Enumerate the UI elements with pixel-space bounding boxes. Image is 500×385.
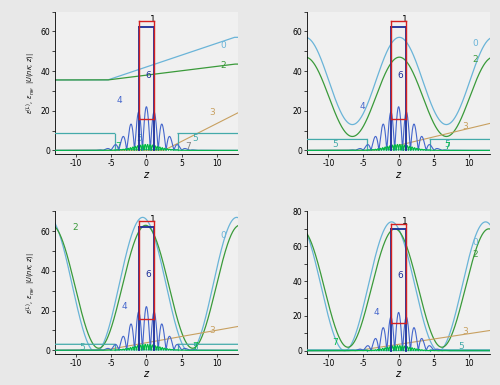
Text: 3: 3 xyxy=(462,122,468,131)
X-axis label: $z$: $z$ xyxy=(142,169,150,179)
Text: 7: 7 xyxy=(332,338,338,346)
Text: 1: 1 xyxy=(402,15,408,24)
Text: 1: 1 xyxy=(150,215,156,224)
Text: 5: 5 xyxy=(192,343,198,352)
Text: 1: 1 xyxy=(150,15,156,24)
Text: 0: 0 xyxy=(220,231,226,240)
Text: 6: 6 xyxy=(397,70,403,80)
Text: 2: 2 xyxy=(472,251,478,259)
Text: 4: 4 xyxy=(117,96,122,105)
Text: 6: 6 xyxy=(145,270,150,280)
Text: 3: 3 xyxy=(210,108,216,117)
Text: 5: 5 xyxy=(136,134,141,143)
Text: 5: 5 xyxy=(458,342,464,351)
Text: 7: 7 xyxy=(192,342,198,351)
Text: 3: 3 xyxy=(462,327,468,336)
Text: 1: 1 xyxy=(402,218,408,226)
Y-axis label: $\varepsilon^{(L)},\;\varepsilon_{n\kappa},\;|U(n\kappa;\,z)|$: $\varepsilon^{(L)},\;\varepsilon_{n\kapp… xyxy=(24,52,38,114)
Text: 5: 5 xyxy=(332,140,338,149)
Text: 7: 7 xyxy=(185,142,191,151)
X-axis label: $z$: $z$ xyxy=(395,370,402,380)
Text: 2: 2 xyxy=(220,60,226,70)
Text: 0: 0 xyxy=(472,238,478,247)
Text: 4: 4 xyxy=(374,308,380,317)
Text: 2: 2 xyxy=(72,223,78,232)
Text: 5: 5 xyxy=(444,140,450,149)
X-axis label: $z$: $z$ xyxy=(395,169,402,179)
Text: 6: 6 xyxy=(145,70,150,80)
Text: 0: 0 xyxy=(220,41,226,50)
Text: 6: 6 xyxy=(397,271,403,280)
Text: 5: 5 xyxy=(192,134,198,143)
Text: 7: 7 xyxy=(444,142,450,151)
Text: 2: 2 xyxy=(472,55,478,64)
Text: 5: 5 xyxy=(80,343,86,352)
Text: 7: 7 xyxy=(115,142,120,151)
X-axis label: $z$: $z$ xyxy=(142,370,150,380)
Text: 0: 0 xyxy=(472,39,478,48)
Text: 4: 4 xyxy=(360,102,366,111)
Text: 4: 4 xyxy=(122,302,128,311)
Text: 3: 3 xyxy=(210,326,216,335)
Y-axis label: $\varepsilon^{(L)},\;\varepsilon_{n\kappa},\;|U(n\kappa;\,z)|$: $\varepsilon^{(L)},\;\varepsilon_{n\kapp… xyxy=(24,252,38,314)
